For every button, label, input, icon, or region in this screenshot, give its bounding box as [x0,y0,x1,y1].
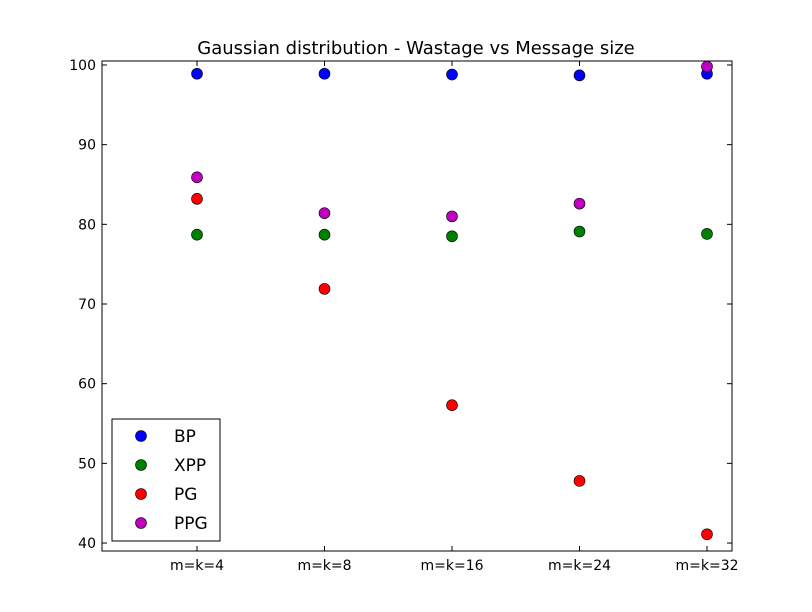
y-tick-label: 60 [78,377,96,393]
y-tick-label: 90 [78,138,96,154]
legend-marker-ppg [135,517,147,529]
data-point-bp [191,67,203,80]
data-point-ppg [701,60,713,73]
data-point-xpp [573,225,586,238]
data-point-pg [191,193,203,205]
series-bp [191,67,713,82]
data-point-ppg [191,171,203,184]
series-pg [191,193,713,541]
data-point-pg [701,528,713,541]
data-point-pg [446,399,458,411]
y-tick-label: 100 [69,58,96,74]
y-tick-label: 70 [78,297,96,313]
legend-label-ppg: PPG [174,514,208,534]
plot-frame [101,60,733,552]
x-tick-label: m=k=4 [170,558,224,574]
x-tick-label: m=k=8 [297,558,351,574]
series-xpp [191,225,713,243]
data-point-bp [318,67,331,80]
data-point-pg [573,475,586,487]
legend-label-bp: BP [174,427,196,447]
series-ppg [191,60,713,223]
x-tick-label: m=k=32 [675,558,738,574]
data-point-bp [573,69,586,82]
legend: BP XPP PG PPG [111,418,221,542]
legend-label-xpp: XPP [174,456,206,476]
legend-label-pg: PG [174,485,197,505]
data-point-ppg [318,207,331,219]
data-point-xpp [701,228,713,240]
legend-marker-xpp [135,459,147,471]
legend-box [111,418,221,542]
y-tick-label: 50 [78,456,96,472]
legend-marker-pg [135,488,147,500]
data-point-xpp [318,228,331,241]
x-axis: m=k=4 m=k=8 m=k=16 m=k=24 m=k=32 [170,61,739,574]
x-tick-label: m=k=24 [548,558,611,574]
data-points [191,60,713,541]
data-point-ppg [446,210,458,223]
data-point-ppg [573,197,586,210]
data-point-xpp [446,230,458,243]
x-tick-label: m=k=16 [420,558,483,574]
chart-title: Gaussian distribution - Wastage vs Messa… [197,38,634,59]
data-point-xpp [191,228,203,241]
legend-marker-bp [135,430,147,442]
y-tick-label: 80 [78,217,96,233]
data-point-bp [446,68,458,81]
y-axis: 40 50 60 70 80 90 100 [69,58,732,552]
y-tick-label: 40 [78,536,96,552]
data-point-pg [318,283,331,295]
